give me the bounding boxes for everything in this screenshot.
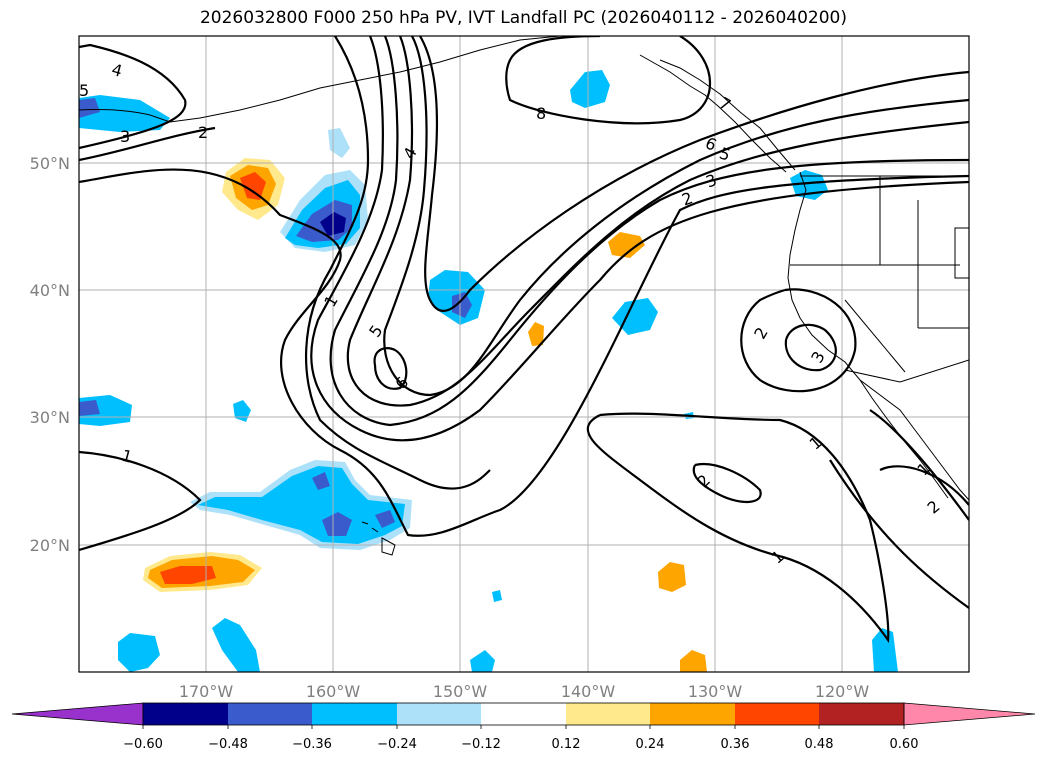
contour-line — [692, 462, 762, 503]
contour-line — [346, 36, 969, 407]
map-title: 2026032800 F000 250 hPa PV, IVT Landfall… — [199, 8, 847, 28]
alaska-coastline — [79, 36, 561, 123]
colorbar-segment — [650, 703, 735, 725]
hawaii-islands — [361, 521, 396, 556]
lat-tick-label: 30°N — [30, 408, 70, 427]
pv-negative-blob — [375, 510, 395, 528]
contour-label: 8 — [536, 104, 546, 123]
coastlines — [79, 36, 969, 556]
contour-label: 4 — [110, 60, 125, 81]
pv-positive-blob — [240, 172, 266, 200]
contour-line — [829, 459, 969, 609]
pv-negative-blob — [452, 292, 472, 318]
lon-tick-label: 130°W — [688, 682, 743, 701]
contour-line — [79, 126, 216, 162]
contour-line — [79, 450, 202, 552]
mexico-border — [844, 359, 969, 383]
colorbar-tick-label: −0.60 — [123, 737, 163, 752]
lat-tick-label: 40°N — [30, 281, 70, 300]
state-border — [844, 299, 906, 373]
pv-negative-blob — [492, 590, 502, 602]
pv-positive-blob — [658, 562, 686, 592]
colorbar-ticks — [142, 725, 905, 729]
pv-negative-blob — [79, 95, 170, 132]
plot-frame — [78, 35, 970, 673]
ivt-contours — [79, 36, 969, 644]
contour-line — [586, 412, 890, 644]
pv-negative-blob — [612, 298, 658, 335]
colorbar-tick-label: −0.24 — [377, 737, 417, 752]
colorbar-extend-high — [903, 702, 1036, 726]
contour-line — [740, 288, 857, 393]
colorbar-frame — [142, 702, 905, 726]
colorbar-segment — [481, 703, 566, 725]
state-border — [954, 227, 969, 279]
lon-tick-label: 120°W — [815, 682, 870, 701]
contour-line — [329, 36, 969, 427]
colorbar-segment — [312, 703, 397, 725]
pv-negative-blob — [312, 472, 330, 490]
contour-line — [383, 36, 969, 397]
colorbar-tick-label: −0.48 — [208, 737, 248, 752]
pv-negative-blob — [79, 98, 100, 118]
us-west-coast — [787, 171, 969, 501]
lon-tick-label: 140°W — [561, 682, 616, 701]
colorbar-tick-label: 0.48 — [805, 737, 834, 752]
lon-tick-label: 170°W — [179, 682, 234, 701]
contour-label: 2 — [198, 123, 208, 142]
pv-negative-blob — [118, 633, 160, 672]
colorbar-tick-label: 0.36 — [721, 737, 750, 752]
contour-line — [419, 36, 969, 312]
pv-negative-blob — [212, 618, 260, 672]
lon-axis: 170°W 160°W 150°W 140°W 130°W 120°W — [179, 682, 870, 701]
colorbar-extend-low — [11, 702, 144, 726]
colorbar-segment — [566, 703, 650, 725]
lat-tick-label: 20°N — [30, 536, 70, 555]
pv-negative-blob — [79, 400, 100, 416]
pv-negative-blob — [470, 650, 495, 672]
colorbar-segment — [735, 703, 819, 725]
lat-tick-label: 50°N — [30, 154, 70, 173]
lat-axis: 50°N 40°N 30°N 20°N — [30, 154, 70, 555]
pv-negative-blob — [570, 70, 610, 108]
pv-negative-blob — [872, 628, 898, 672]
colorbar-segment — [397, 703, 481, 725]
contour-line — [869, 409, 969, 521]
lon-tick-label: 150°W — [433, 682, 488, 701]
colorbar-tick-label: −0.12 — [461, 737, 501, 752]
pv-shading — [79, 70, 898, 672]
pv-negative-blob — [198, 466, 405, 544]
pv-positive-blob — [608, 232, 645, 258]
contour-line — [310, 36, 969, 442]
colorbar-tick-label: 0.12 — [552, 737, 581, 752]
pv-positive-blob — [528, 322, 544, 346]
contour-line — [79, 168, 969, 537]
colorbar-tick-label: 0.24 — [636, 737, 665, 752]
colorbar-segment — [819, 703, 904, 725]
contour-label: 3 — [120, 127, 130, 146]
contour-line — [373, 347, 408, 390]
pv-positive-blob — [160, 566, 216, 584]
colorbar: −0.60 −0.48 −0.36 −0.24 −0.12 0.12 0.24 … — [11, 702, 1036, 752]
pv-positive-blob — [680, 650, 707, 672]
contour-line — [304, 36, 491, 490]
colorbar-segment — [143, 703, 228, 725]
contour-line — [879, 465, 969, 506]
contour-label: 1 — [120, 446, 135, 467]
pv-negative-blob — [322, 512, 352, 536]
colorbar-segment — [228, 703, 312, 725]
canada-bc-coast — [659, 59, 796, 171]
colorbar-tick-label: 0.60 — [890, 737, 919, 752]
contour-line — [784, 323, 837, 372]
gridlines — [79, 36, 969, 672]
colorbar-tick-label: −0.36 — [292, 737, 332, 752]
lon-tick-label: 160°W — [306, 682, 361, 701]
contour-line — [79, 43, 187, 150]
alaska-panhandle-coast — [639, 54, 787, 173]
contour-label: 5 — [79, 81, 89, 100]
